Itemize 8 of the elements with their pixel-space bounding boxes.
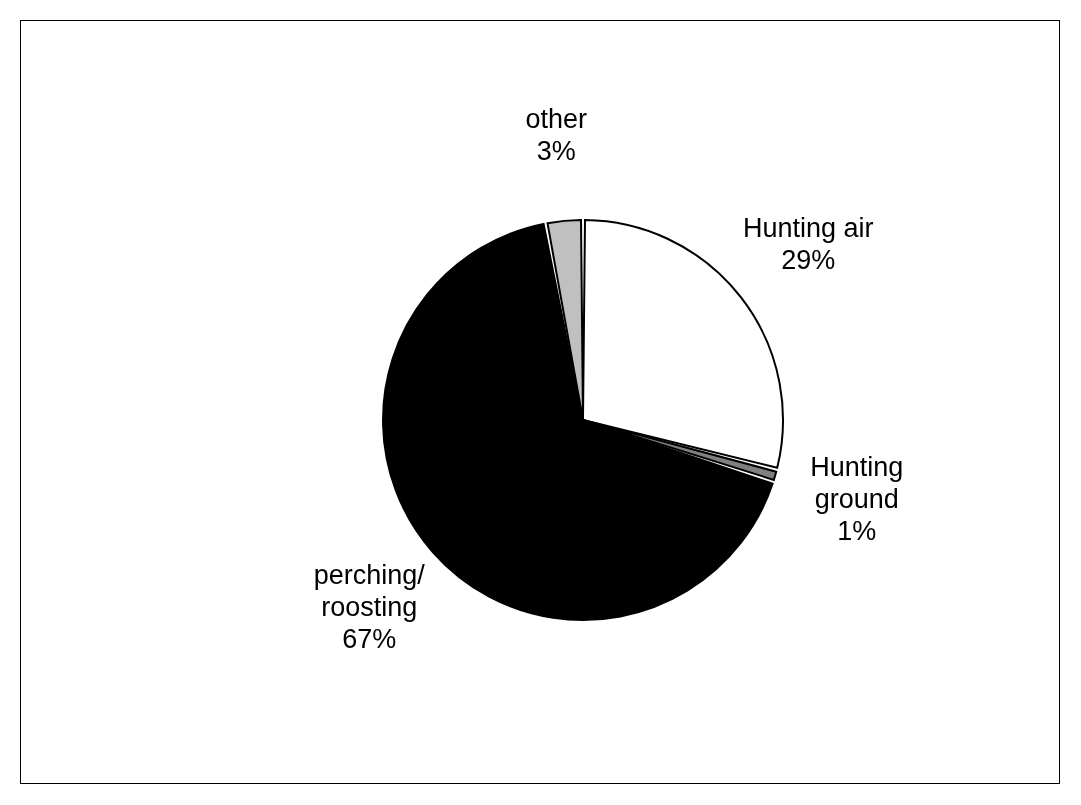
slice-label: Hunting air bbox=[742, 213, 874, 244]
slice-label: other bbox=[525, 104, 587, 135]
data-label: 29% bbox=[781, 245, 836, 276]
data-label: 1% bbox=[837, 515, 877, 546]
data-label: 3% bbox=[536, 136, 576, 167]
slice-label: perching/roosting bbox=[313, 560, 426, 623]
data-label: 67% bbox=[342, 624, 397, 655]
slice-label: Hunting ground bbox=[810, 451, 904, 514]
